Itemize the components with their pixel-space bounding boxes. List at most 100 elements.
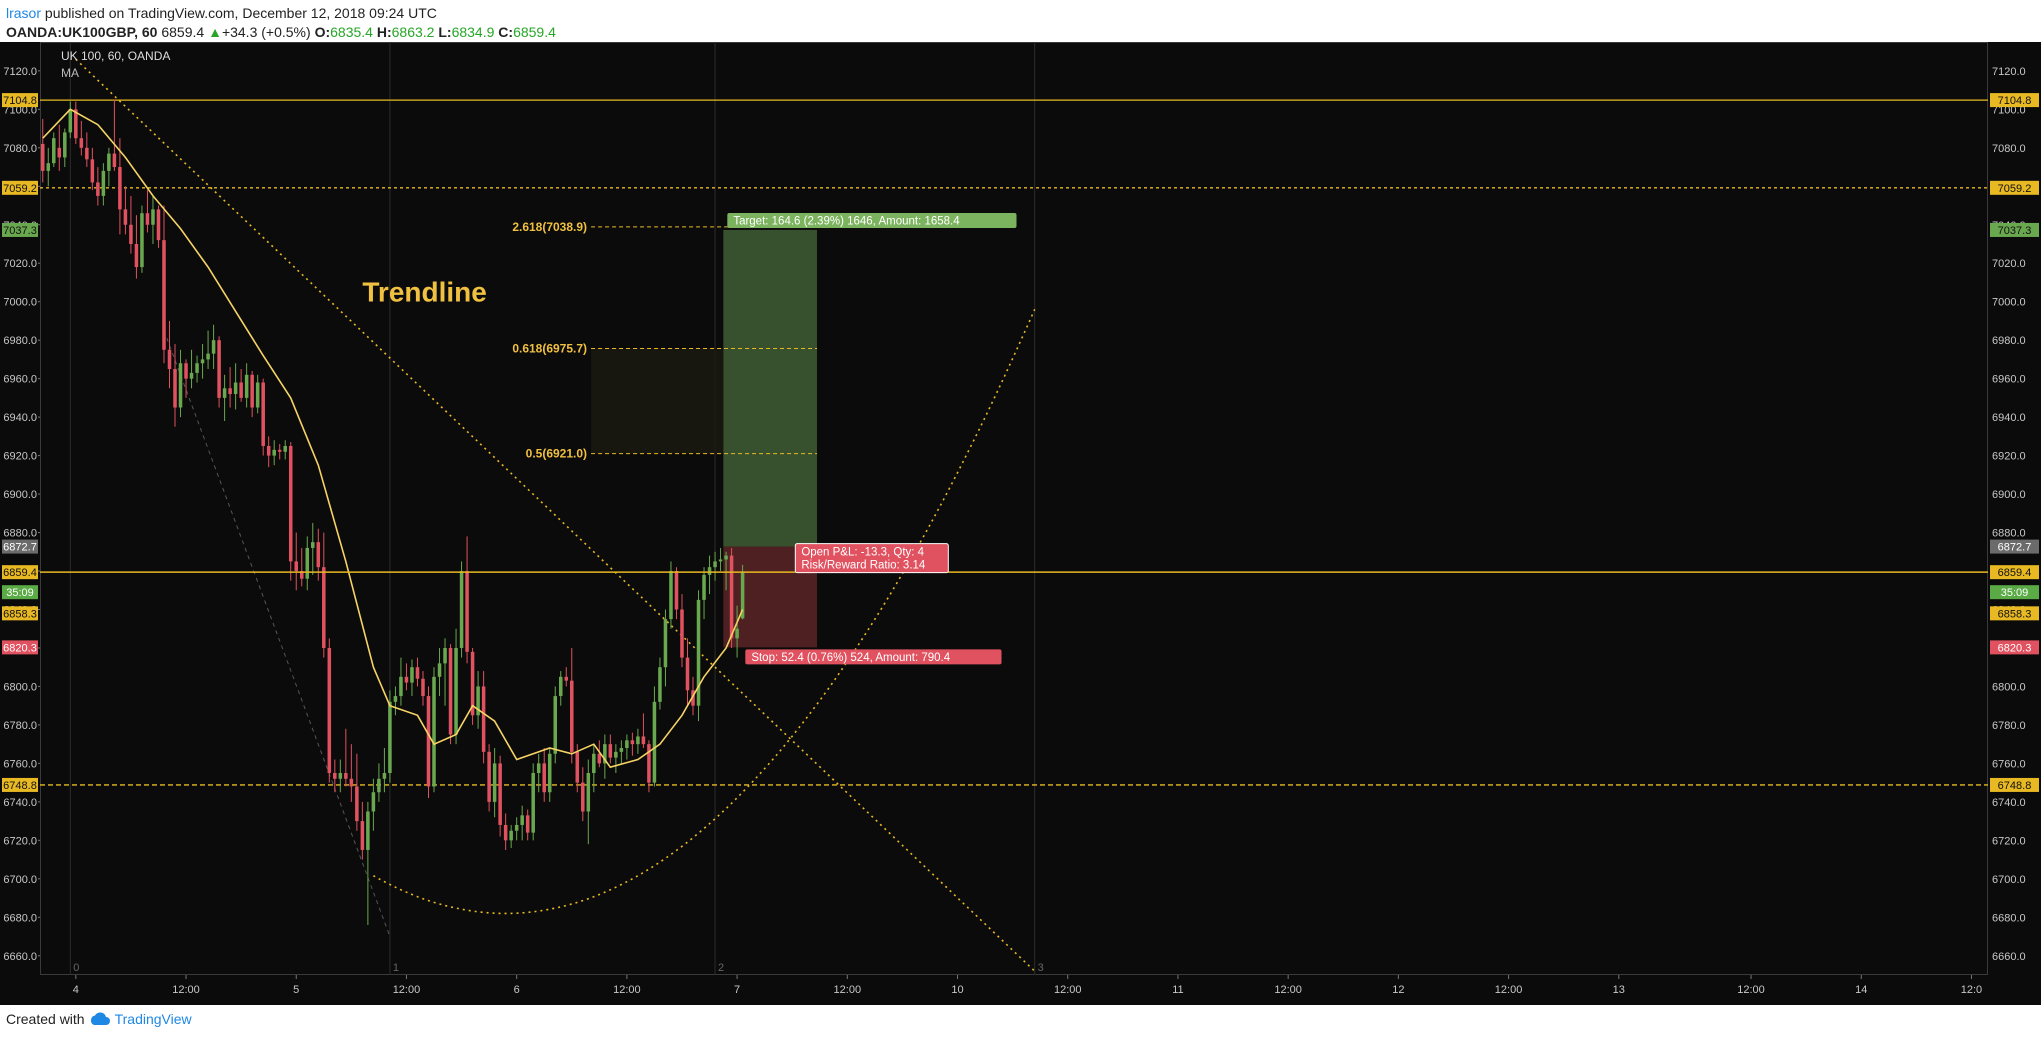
- candle-down: [228, 388, 232, 395]
- candle-down: [327, 647, 332, 774]
- right-price-badge-label: 6872.7: [1998, 542, 2032, 554]
- x-tick-label: 12: [1392, 984, 1404, 996]
- y-tick-label-left: 6980.0: [3, 335, 37, 347]
- candle-down: [597, 753, 602, 764]
- publish-line: lrasor published on TradingView.com, Dec…: [6, 4, 556, 23]
- x-tick-label: 14: [1855, 984, 1867, 996]
- candle-up: [377, 778, 381, 793]
- candle-up: [531, 773, 535, 833]
- left-price-badge: [2, 180, 38, 195]
- candle-down: [641, 736, 646, 745]
- candle-down: [465, 571, 469, 652]
- candle-down: [630, 740, 635, 745]
- candle-up: [558, 676, 563, 697]
- left-price-badge-label: 6748.8: [3, 780, 37, 792]
- open-value: 6835.4: [330, 24, 373, 40]
- y-tick-label-right: 7100.0: [1992, 104, 2026, 116]
- footer: Created with TradingView: [6, 1011, 192, 1027]
- candle-down: [217, 340, 221, 398]
- trendline-label: Trendline: [362, 277, 486, 308]
- left-price-badge: [2, 222, 38, 237]
- y-tick-label-left: 6720.0: [3, 835, 37, 847]
- right-price-badge-label: 6748.8: [1998, 780, 2032, 792]
- candle-up: [663, 619, 668, 668]
- candle-up: [151, 209, 155, 225]
- candle-up: [283, 445, 287, 452]
- candle-down: [498, 763, 502, 825]
- left-price-badge: [2, 585, 38, 600]
- x-tick-label: 4: [73, 984, 79, 996]
- open-key: O:: [314, 24, 331, 40]
- candle-up: [233, 382, 238, 395]
- price-change: +34.3 (+0.5%): [221, 24, 311, 40]
- candle-up: [195, 363, 199, 373]
- candle-down: [421, 678, 425, 697]
- candle-up: [713, 561, 717, 568]
- candle-down: [74, 109, 78, 139]
- right-price-badge-label: 7104.8: [1998, 95, 2032, 107]
- candle-up: [432, 676, 436, 787]
- y-tick-label-left: 6700.0: [3, 874, 37, 886]
- right-price-badge: [1990, 640, 2039, 655]
- candle-up: [718, 559, 723, 562]
- x-tick-label: 12:00: [393, 984, 421, 996]
- candle-up: [492, 763, 497, 802]
- left-price-badge-label: 6872.7: [3, 542, 37, 554]
- stop-label-bg: [745, 649, 1002, 665]
- left-price-badge-label: 7104.8: [3, 95, 37, 107]
- x-tick-label: 12:00: [1737, 984, 1765, 996]
- close-key: C:: [498, 24, 514, 40]
- y-tick-label-right: 6920.0: [1992, 451, 2026, 463]
- candle-up: [200, 359, 205, 364]
- chart-title: UK 100, 60, OANDA: [61, 49, 170, 63]
- candle-up: [46, 163, 51, 171]
- y-tick-label-left: 6800.0: [3, 681, 37, 693]
- candle-down: [344, 773, 348, 779]
- y-tick-label-right: 7120.0: [1992, 66, 2026, 78]
- y-tick-label-right: 6760.0: [1992, 758, 2026, 770]
- candle-down: [294, 561, 299, 572]
- candle-down: [575, 751, 580, 783]
- x-tick-label: 7: [734, 984, 740, 996]
- target-label-bg: [727, 212, 1017, 228]
- candle-up: [255, 382, 260, 408]
- left-price-badge: [2, 565, 38, 580]
- x-tick-label: 6: [514, 984, 520, 996]
- candle-up: [399, 676, 403, 697]
- candle-down: [426, 696, 431, 787]
- y-tick-label-right: 6900.0: [1992, 489, 2026, 501]
- candle-down: [145, 213, 150, 225]
- x-tick-label: 12:00: [1274, 984, 1302, 996]
- candle-down: [360, 821, 365, 850]
- author-link[interactable]: lrasor: [6, 5, 42, 21]
- candle-down: [503, 824, 508, 841]
- y-tick-label-right: 7080.0: [1992, 143, 2026, 155]
- candle-up: [68, 109, 73, 133]
- stop-label: Stop: 52.4 (0.76%) 524, Amount: 790.4: [751, 652, 950, 664]
- candle-down: [487, 751, 491, 802]
- candle-up: [305, 547, 310, 579]
- candle-up: [459, 571, 464, 648]
- candle-up: [636, 736, 640, 745]
- right-price-badge-label: 6859.4: [1998, 567, 2032, 579]
- right-price-badge: [1990, 93, 2039, 108]
- candle-down: [123, 209, 128, 225]
- tradingview-link[interactable]: TradingView: [114, 1011, 192, 1027]
- candle-down: [729, 555, 734, 639]
- candle-down: [448, 647, 453, 735]
- candle-down: [316, 542, 321, 568]
- right-price-badge: [1990, 585, 2039, 600]
- candle-down: [90, 159, 95, 183]
- candle-down: [674, 571, 679, 610]
- candle-down: [134, 243, 139, 268]
- candle-up: [272, 449, 276, 456]
- pnl-label: Open P&L: -13.3, Qty: 4: [801, 547, 924, 559]
- candle-down: [184, 363, 188, 379]
- right-price-axis: [1988, 42, 2041, 975]
- y-tick-label-right: 6720.0: [1992, 835, 2026, 847]
- candle-down: [680, 609, 684, 658]
- candle-up: [443, 647, 447, 664]
- candle-up: [476, 686, 480, 716]
- candle-down: [608, 744, 613, 758]
